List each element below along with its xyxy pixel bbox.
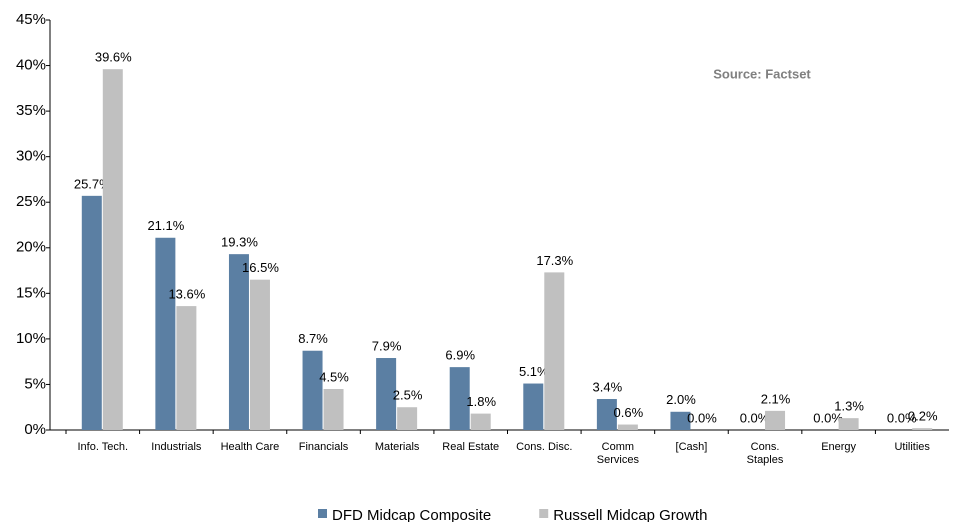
y-tick-label: 15% [16,284,46,301]
legend-swatch [539,509,549,518]
data-label: 1.8% [466,394,496,409]
bar [765,410,786,430]
data-label: 2.0% [666,392,696,407]
x-tick-label: Comm Services [596,441,639,466]
data-label: 1.3% [834,399,864,414]
bar [249,279,270,430]
bar [376,358,397,430]
legend-label: Russell Midcap Growth [553,507,707,522]
bar [838,418,859,430]
data-label: 13.6% [168,287,205,302]
data-label: 25.7% [74,176,111,191]
y-tick-label: 30% [16,148,46,165]
data-label: 5.1% [519,364,549,379]
x-tick-label: Info. Tech. [77,441,129,453]
data-label: 0.0% [813,410,843,425]
x-tick-label: [Cash] [675,441,708,453]
data-label: 0.6% [614,405,644,420]
annotation: Source: Factset [713,66,811,81]
data-label: 8.7% [298,331,328,346]
bar [470,413,491,430]
x-tick-label: Utilities [894,441,930,453]
data-label: 16.5% [242,260,279,275]
data-label: 0.0% [687,410,717,425]
data-label: 0.0% [887,410,917,425]
y-tick-label: 5% [24,375,46,392]
bar [397,407,418,430]
x-tick-label: Industrials [151,441,202,453]
x-tick-label: Materials [374,441,420,453]
y-tick-label: 45% [16,11,46,28]
bar [617,424,638,430]
data-label: 21.1% [147,218,184,233]
y-tick-label: 0% [24,421,46,438]
bar [912,428,933,430]
data-label: 3.4% [593,379,623,394]
legend-label: DFD Midcap Composite [332,507,491,522]
bar [155,237,176,430]
bar [176,306,197,430]
bar [449,367,470,430]
y-tick-label: 20% [16,239,46,256]
y-tick-label: 35% [16,102,46,119]
x-tick-label: Cons. Staples [746,441,784,466]
data-label: 2.1% [761,391,791,406]
bar [81,195,102,430]
y-tick-label: 40% [16,57,46,74]
x-tick-label: Cons. Disc. [516,441,573,453]
data-label: 4.5% [319,369,349,384]
data-label: 17.3% [536,253,573,268]
y-tick-label: 25% [16,193,46,210]
bar [544,272,565,430]
data-label: 7.9% [372,338,402,353]
bar [102,69,123,430]
data-label: 0.0% [740,410,770,425]
data-label: 2.5% [393,388,423,403]
bar [670,411,691,430]
x-tick-label: Financials [298,441,349,453]
y-tick-label: 10% [16,330,46,347]
data-label: 0.2% [908,409,938,424]
data-label: 6.9% [445,348,475,363]
x-tick-label: Energy [821,441,857,453]
bar [596,399,617,430]
bar [228,254,249,430]
bar [323,389,344,430]
x-tick-label: Real Estate [442,441,500,453]
legend-swatch [318,509,327,518]
bar [523,383,544,430]
data-label: 39.6% [95,50,132,65]
x-tick-label: Health Care [220,441,280,453]
data-label: 19.3% [221,235,258,250]
bar [302,350,323,430]
